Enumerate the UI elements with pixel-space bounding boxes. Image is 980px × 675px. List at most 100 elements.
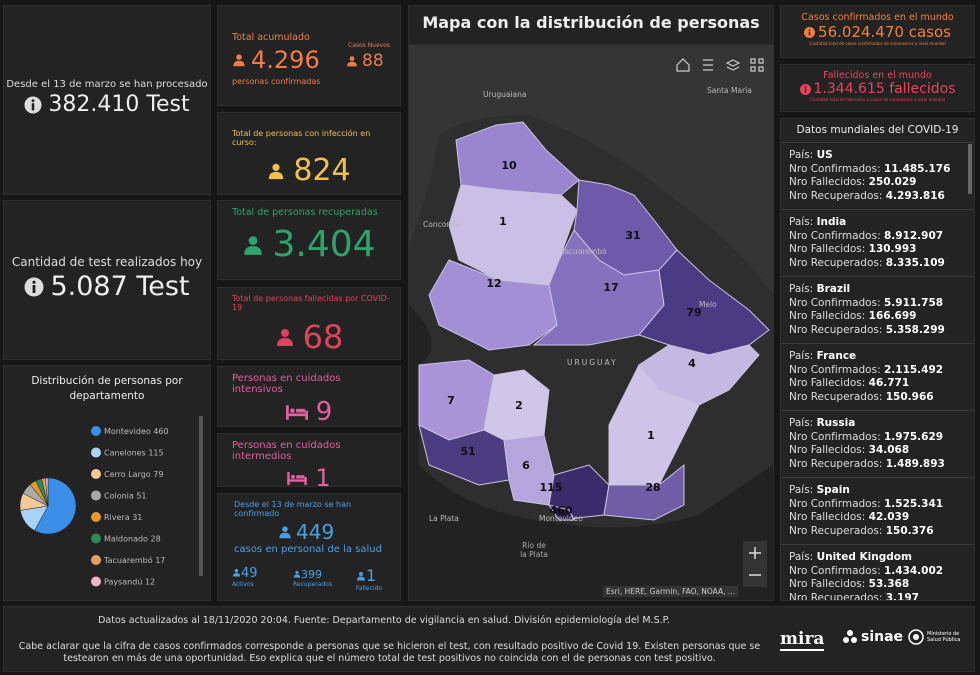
- department: [428, 259, 558, 351]
- info-icon: [799, 83, 811, 95]
- stat-row: Nro Fallecidos: 250.029: [789, 176, 966, 190]
- country-entry: País: France Nro Confirmados: 2.115.492 Nr…: [781, 344, 974, 411]
- active: 824: [218, 153, 400, 188]
- accumulated-sub: personas confirmadas: [232, 77, 321, 86]
- world-cases-note: Cantidad total de casos confirmados de c…: [809, 41, 946, 46]
- place-label: Melo: [699, 300, 717, 309]
- tests-today: 5.087 Test: [4, 271, 210, 302]
- person-icon: [278, 525, 292, 539]
- zoom-in[interactable]: [749, 547, 761, 559]
- health-value: 449: [296, 520, 335, 544]
- confirmed-value: 5.911.758: [883, 296, 944, 309]
- deaths-value: 46.771: [868, 377, 910, 389]
- health-deceased-label: Fallecido: [356, 585, 383, 592]
- confirmed-value: 1.434.002: [883, 564, 944, 577]
- pie-title: Distribución de personas por departament…: [31, 375, 183, 402]
- logo-sinae-text: sinae: [861, 629, 904, 645]
- legend-button[interactable]: [703, 59, 713, 71]
- legend-value: 79: [153, 470, 163, 479]
- legend-swatch: [91, 555, 101, 565]
- recovered: 3.404: [218, 224, 400, 265]
- world-list[interactable]: País: US Nro Confirmados: 11.485.176 Nro F…: [781, 143, 974, 601]
- stat-row: Nro Recuperados: 8.335.109: [789, 257, 966, 271]
- count-label: 79: [686, 306, 701, 319]
- recovered-value: 150.376: [885, 524, 934, 537]
- intermediate-label: Personas en cuidados intermedios: [232, 440, 341, 462]
- recovered-value: 4.293.816: [885, 189, 945, 202]
- basemap-button[interactable]: [750, 58, 764, 72]
- legend-value: 31: [132, 513, 142, 522]
- active-label: Total de personas con infección en curso…: [232, 129, 371, 147]
- deaths-value: 130.993: [868, 243, 917, 255]
- home-button[interactable]: [676, 58, 690, 72]
- health-recovered: 399 Recuperados: [293, 568, 332, 588]
- legend-name: Colonia: [104, 492, 134, 501]
- new-cases: 88: [346, 51, 384, 71]
- stat-row: Nro Fallecidos: 34.068: [789, 444, 966, 458]
- legend-name: Rivera: [104, 513, 130, 522]
- icu-label: Personas en cuidados intensivos: [232, 373, 341, 395]
- country-label: País:: [789, 350, 814, 362]
- brazil-land: [409, 45, 773, 295]
- logo-mira: mira: [780, 629, 825, 651]
- recovered-label: Nro Recuperados:: [789, 323, 883, 336]
- legend-value: 28: [151, 535, 161, 544]
- world-list-title: Datos mundiales del COVID-19: [781, 119, 974, 143]
- map: 10 1 31 12 17 79 4 7 2 1 51 6 115 28 460…: [409, 45, 773, 600]
- stat-row: Nro Fallecidos: 46.771: [789, 377, 966, 391]
- legend-label: Rivera 31: [104, 513, 142, 522]
- count-label: 12: [486, 277, 501, 290]
- world-deaths-note: Cantidad total de fallecidos a causa de …: [810, 97, 945, 102]
- deaths-value: 166.699: [868, 310, 917, 322]
- footer-note: Cabe aclarar que la cifra de casos confi…: [18, 641, 761, 664]
- country-label: País:: [789, 417, 814, 429]
- new-cases-label: Casos Nuevos: [348, 42, 391, 49]
- tests-total-label: Desde el 13 de marzo se han procesado: [6, 79, 208, 90]
- country-entry: País: Spain Nro Confirmados: 1.525.341 Nro…: [781, 478, 974, 545]
- world-cases-panel: Casos confirmados en el mundo 56.024.470…: [780, 5, 975, 58]
- count-label: 115: [540, 481, 563, 494]
- place-label: Concordia: [423, 220, 461, 229]
- health-deceased: 1 Fallecido: [356, 566, 382, 592]
- legend-swatch: [91, 426, 101, 436]
- country-name: United Kingdom: [816, 551, 912, 563]
- info-icon: [24, 96, 42, 114]
- zoom-controls[interactable]: [743, 541, 767, 587]
- country-row: País: United Kingdom: [789, 551, 966, 565]
- confirmed-value: 1.525.341: [883, 497, 944, 510]
- confirmed-value: 11.485.176: [883, 162, 951, 175]
- health-active-value: 49: [241, 566, 258, 581]
- country-label: País:: [789, 216, 814, 228]
- info-icon: [804, 26, 816, 38]
- stat-row: Nro Confirmados: 8.912.907: [789, 230, 966, 244]
- legend-swatch: [91, 447, 101, 458]
- legend-label: Colonia 51: [104, 492, 147, 501]
- pie-slice: [45, 477, 49, 507]
- world-deaths-value: 1.344.615 fallecidos: [813, 81, 956, 97]
- legend-swatch: [91, 533, 101, 544]
- health-recovered-value: 399: [301, 568, 322, 581]
- stat-row: Nro Recuperados: 150.966: [789, 391, 966, 405]
- legend-value: 51: [136, 492, 146, 501]
- legend-label: Maldonado 28: [104, 535, 161, 544]
- recovered-label: Total de personas recuperadas: [232, 207, 378, 218]
- deaths-label: Total de personas fallecidas por COVID-1…: [232, 294, 390, 312]
- stat-row: Nro Confirmados: 1.525.341: [789, 498, 966, 512]
- recovered-value: 3.197: [885, 591, 919, 601]
- country-name: Russia: [816, 417, 856, 429]
- place-label: Montevideo: [539, 514, 583, 523]
- legend-swatch: [91, 490, 101, 501]
- country-label: País:: [789, 484, 814, 496]
- count-label: 51: [460, 445, 475, 458]
- count-label: 10: [501, 159, 517, 172]
- confirmed-label: Nro Confirmados:: [789, 564, 881, 577]
- tests-total: 382.410 Test: [4, 92, 210, 117]
- map-toolbar[interactable]: [676, 58, 764, 72]
- legend-name: Cerro Largo: [104, 470, 151, 479]
- tests-today-value: 5.087 Test: [50, 271, 190, 302]
- legend-name: Paysandú: [104, 578, 142, 587]
- pie-chart: Montevideo 460 Canelones 115 Cerro Largo 7…: [19, 416, 203, 587]
- layers-button[interactable]: [725, 59, 741, 71]
- bed-icon: [286, 405, 308, 420]
